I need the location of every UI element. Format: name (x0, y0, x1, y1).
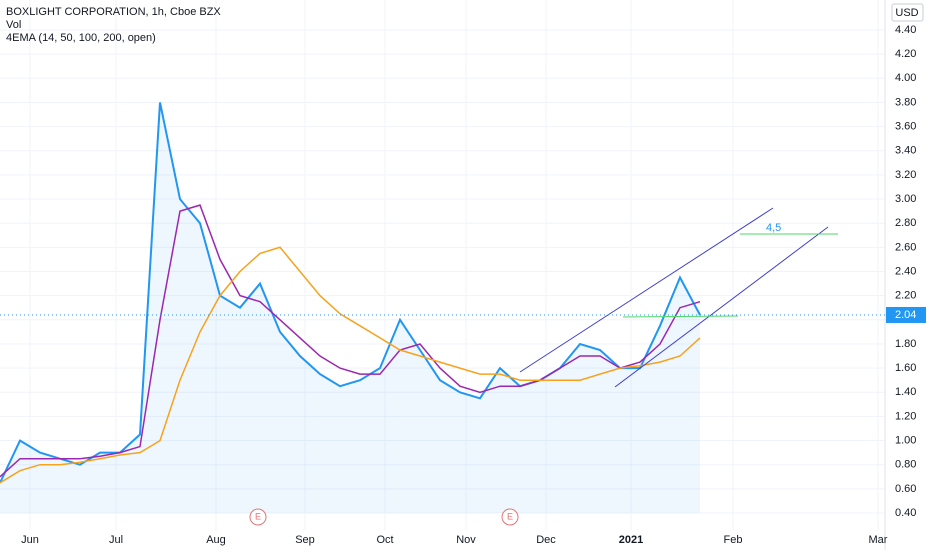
earnings-label: E (255, 511, 261, 521)
x-tick-label: Nov (456, 534, 476, 546)
y-tick-label: 4.00 (895, 72, 916, 84)
channel-top (519, 207, 774, 373)
y-tick-label: 2.60 (895, 241, 916, 253)
y-tick-label: 1.20 (895, 410, 916, 422)
y-tick-label: 0.60 (895, 483, 916, 495)
currency-box (891, 3, 924, 22)
earnings-label: E (507, 511, 513, 521)
y-tick-label: 1.80 (895, 338, 916, 350)
support-line (622, 315, 739, 318)
x-tick-label: Jun (21, 534, 39, 546)
y-tick-label: 2.40 (895, 265, 916, 277)
earnings-marker (249, 508, 267, 526)
channel-bottom (614, 226, 829, 388)
x-tick-label: 2021 (619, 534, 643, 546)
plot (0, 102, 701, 514)
x-tick-label: Jul (109, 534, 123, 546)
y-tick-label: 2.80 (895, 217, 916, 229)
indicator-label: 4EMA (14, 50, 100, 200, open) (6, 32, 156, 44)
y-tick-label: 0.40 (895, 507, 916, 519)
y-tick-label: 4.20 (895, 48, 916, 60)
y-tick-label: 1.60 (895, 362, 916, 374)
series-line (0, 246, 701, 484)
x-tick-label: Aug (206, 534, 226, 546)
price-area (0, 102, 700, 514)
x-tick-label: Oct (376, 534, 393, 546)
annotation: 4,5 (766, 222, 781, 234)
x-tick-label: Mar (869, 534, 888, 546)
y-tick-label: 3.40 (895, 145, 916, 157)
y-tick-label: 3.60 (895, 121, 916, 133)
y-tick-label: 0.80 (895, 459, 916, 471)
chart-title: BOXLIGHT CORPORATION, 1h, Cboe BZX (6, 6, 221, 18)
volume-label: Vol (6, 19, 21, 31)
last-price-label: 2.04 (895, 309, 916, 321)
x-tick-label: Feb (724, 534, 743, 546)
earnings-marker (501, 508, 519, 526)
series-line (0, 204, 701, 478)
y-tick-label: 3.80 (895, 96, 916, 108)
y-tick-label: 3.00 (895, 193, 916, 205)
currency: USD (895, 7, 918, 19)
x-tick-label: Sep (295, 534, 315, 546)
y-tick-label: 3.20 (895, 169, 916, 181)
last-price-box (886, 306, 926, 323)
y-tick-label: 1.00 (895, 434, 916, 446)
y-tick-label: 2.20 (895, 290, 916, 302)
y-tick-label: 1.40 (895, 386, 916, 398)
x-tick-label: Dec (536, 534, 556, 546)
y-tick-label: 4.40 (895, 24, 916, 36)
